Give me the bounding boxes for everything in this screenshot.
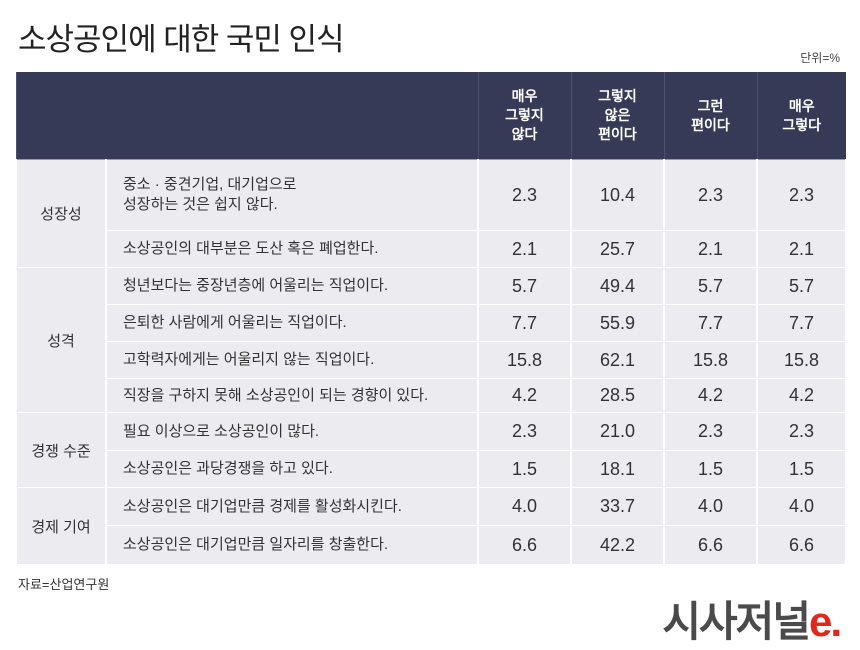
table-row: 직장을 구하지 못해 소상공인이 되는 경향이 있다. 4.2 28.5 4.2 4.2 <box>16 378 847 413</box>
cell-value: 4.2 <box>756 378 847 413</box>
cell-value: 15.8 <box>756 341 847 379</box>
row-item: 고학력자에게는 어울리지 않는 직업이다. <box>105 341 479 379</box>
cell-value: 2.3 <box>477 412 572 451</box>
cell-value: 6.6 <box>477 525 572 565</box>
cell-value: 7.7 <box>477 304 572 342</box>
table-row: 은퇴한 사람에게 어울리는 직업이다. 7.7 55.9 7.7 7.7 <box>16 304 847 342</box>
logo: 시사저널e. <box>662 588 842 649</box>
row-item: 소상공인의 대부분은 도산 혹은 폐업한다. <box>105 230 479 268</box>
cell-value: 2.3 <box>756 412 847 451</box>
source: 자료=산업연구원 <box>18 577 110 592</box>
cell-value: 15.8 <box>663 341 758 379</box>
title: 소상공인에 대한 국민 인식 <box>18 22 345 57</box>
cell-value: 2.1 <box>663 230 758 268</box>
cell-value: 33.7 <box>570 487 665 526</box>
cell-value: 55.9 <box>570 304 665 342</box>
column-header: 그런 편이다 <box>663 72 757 160</box>
table-row: 성장성 중소 · 중견기업, 대기업으로 성장하는 것은 쉽지 않다. 2.3 10.… <box>15 159 847 268</box>
cell-value: 5.7 <box>477 267 572 305</box>
cell-value: 4.0 <box>663 487 758 526</box>
table-row: 고학력자에게는 어울리지 않는 직업이다. 15.8 62.1 15.8 15.8 <box>16 341 847 379</box>
cell-value: 42.2 <box>570 525 665 565</box>
cell-value: 10.4 <box>570 159 665 231</box>
cell-value: 2.3 <box>663 412 758 451</box>
row-item: 은퇴한 사람에게 어울리는 직업이다. <box>105 304 479 342</box>
cell-value: 2.3 <box>477 159 572 231</box>
unit-note: 단위=% <box>800 51 840 65</box>
group-label: 성장성 <box>15 159 107 268</box>
cell-value: 21.0 <box>570 412 665 451</box>
row-item: 필요 이상으로 소상공인이 많다. <box>105 412 479 451</box>
table-row: 성격 청년보다는 중장년층에 어울리는 직업이다. 5.7 49.4 5.7 5.7 <box>15 267 847 413</box>
cell-value: 6.6 <box>663 525 758 565</box>
row-item: 소상공인은 대기업만큼 경제를 활성화시킨다. <box>105 487 479 526</box>
cell-value: 6.6 <box>756 525 847 565</box>
cell-value: 2.1 <box>477 230 572 268</box>
logo-main: 시사저널 <box>662 598 811 645</box>
cell-value: 4.0 <box>756 487 847 526</box>
table-row: 소상공인은 과당경쟁을 하고 있다. 1.5 18.1 1.5 1.5 <box>16 450 847 488</box>
column-header: 매우 그렇지 않다 <box>477 72 571 160</box>
table-row: 경제 기여 소상공인은 대기업만큼 경제를 활성화시킨다. 4.0 33.7 4.0 4.… <box>15 487 847 565</box>
cell-value: 25.7 <box>570 230 665 268</box>
cell-value: 15.8 <box>477 341 572 379</box>
row-item: 소상공인은 대기업만큼 일자리를 창출한다. <box>105 525 479 565</box>
group-label: 경쟁 수준 <box>15 412 107 488</box>
logo-accent: e. <box>808 598 842 645</box>
cell-value: 1.5 <box>477 450 572 488</box>
row-item: 청년보다는 중장년층에 어울리는 직업이다. <box>105 267 479 305</box>
cell-value: 4.0 <box>477 487 572 526</box>
row-item: 중소 · 중견기업, 대기업으로 성장하는 것은 쉽지 않다. <box>105 159 479 231</box>
cell-value: 62.1 <box>570 341 665 379</box>
header-blank <box>15 72 478 160</box>
group-label: 경제 기여 <box>15 487 107 565</box>
cell-value: 1.5 <box>756 450 847 488</box>
row-item: 소상공인은 과당경쟁을 하고 있다. <box>105 450 479 488</box>
cell-value: 18.1 <box>570 450 665 488</box>
cell-value: 2.3 <box>663 159 758 231</box>
cell-value: 7.7 <box>663 304 758 342</box>
column-header: 매우 그렇다 <box>756 72 846 160</box>
cell-value: 4.2 <box>663 378 758 413</box>
cell-value: 2.3 <box>756 159 847 231</box>
header-row: 매우 그렇지 않다 그렇지 않은 편이다 그런 편이다 매우 그렇다 <box>15 72 846 160</box>
cell-value: 7.7 <box>756 304 847 342</box>
row-item: 직장을 구하지 못해 소상공인이 되는 경향이 있다. <box>105 378 479 413</box>
table-row: 소상공인은 대기업만큼 일자리를 창출한다. 6.6 42.2 6.6 6.6 <box>16 525 847 565</box>
table: 매우 그렇지 않다 그렇지 않은 편이다 그런 편이다 매우 그렇다 성장성 중소 · … <box>15 72 847 565</box>
cell-value: 5.7 <box>663 267 758 305</box>
cell-value: 4.2 <box>477 378 572 413</box>
table-row: 경쟁 수준 필요 이상으로 소상공인이 많다. 2.3 21.0 2.3 2.3 <box>15 412 847 488</box>
table-row: 소상공인의 대부분은 도산 혹은 폐업한다. 2.1 25.7 2.1 2.1 <box>16 230 847 268</box>
cell-value: 49.4 <box>570 267 665 305</box>
cell-value: 1.5 <box>663 450 758 488</box>
column-header: 그렇지 않은 편이다 <box>570 72 664 160</box>
group-label: 성격 <box>15 267 107 413</box>
cell-value: 5.7 <box>756 267 847 305</box>
table-body: 성장성 중소 · 중견기업, 대기업으로 성장하는 것은 쉽지 않다. 2.3 10.… <box>15 159 847 565</box>
cell-value: 2.1 <box>756 230 847 268</box>
cell-value: 28.5 <box>570 378 665 413</box>
